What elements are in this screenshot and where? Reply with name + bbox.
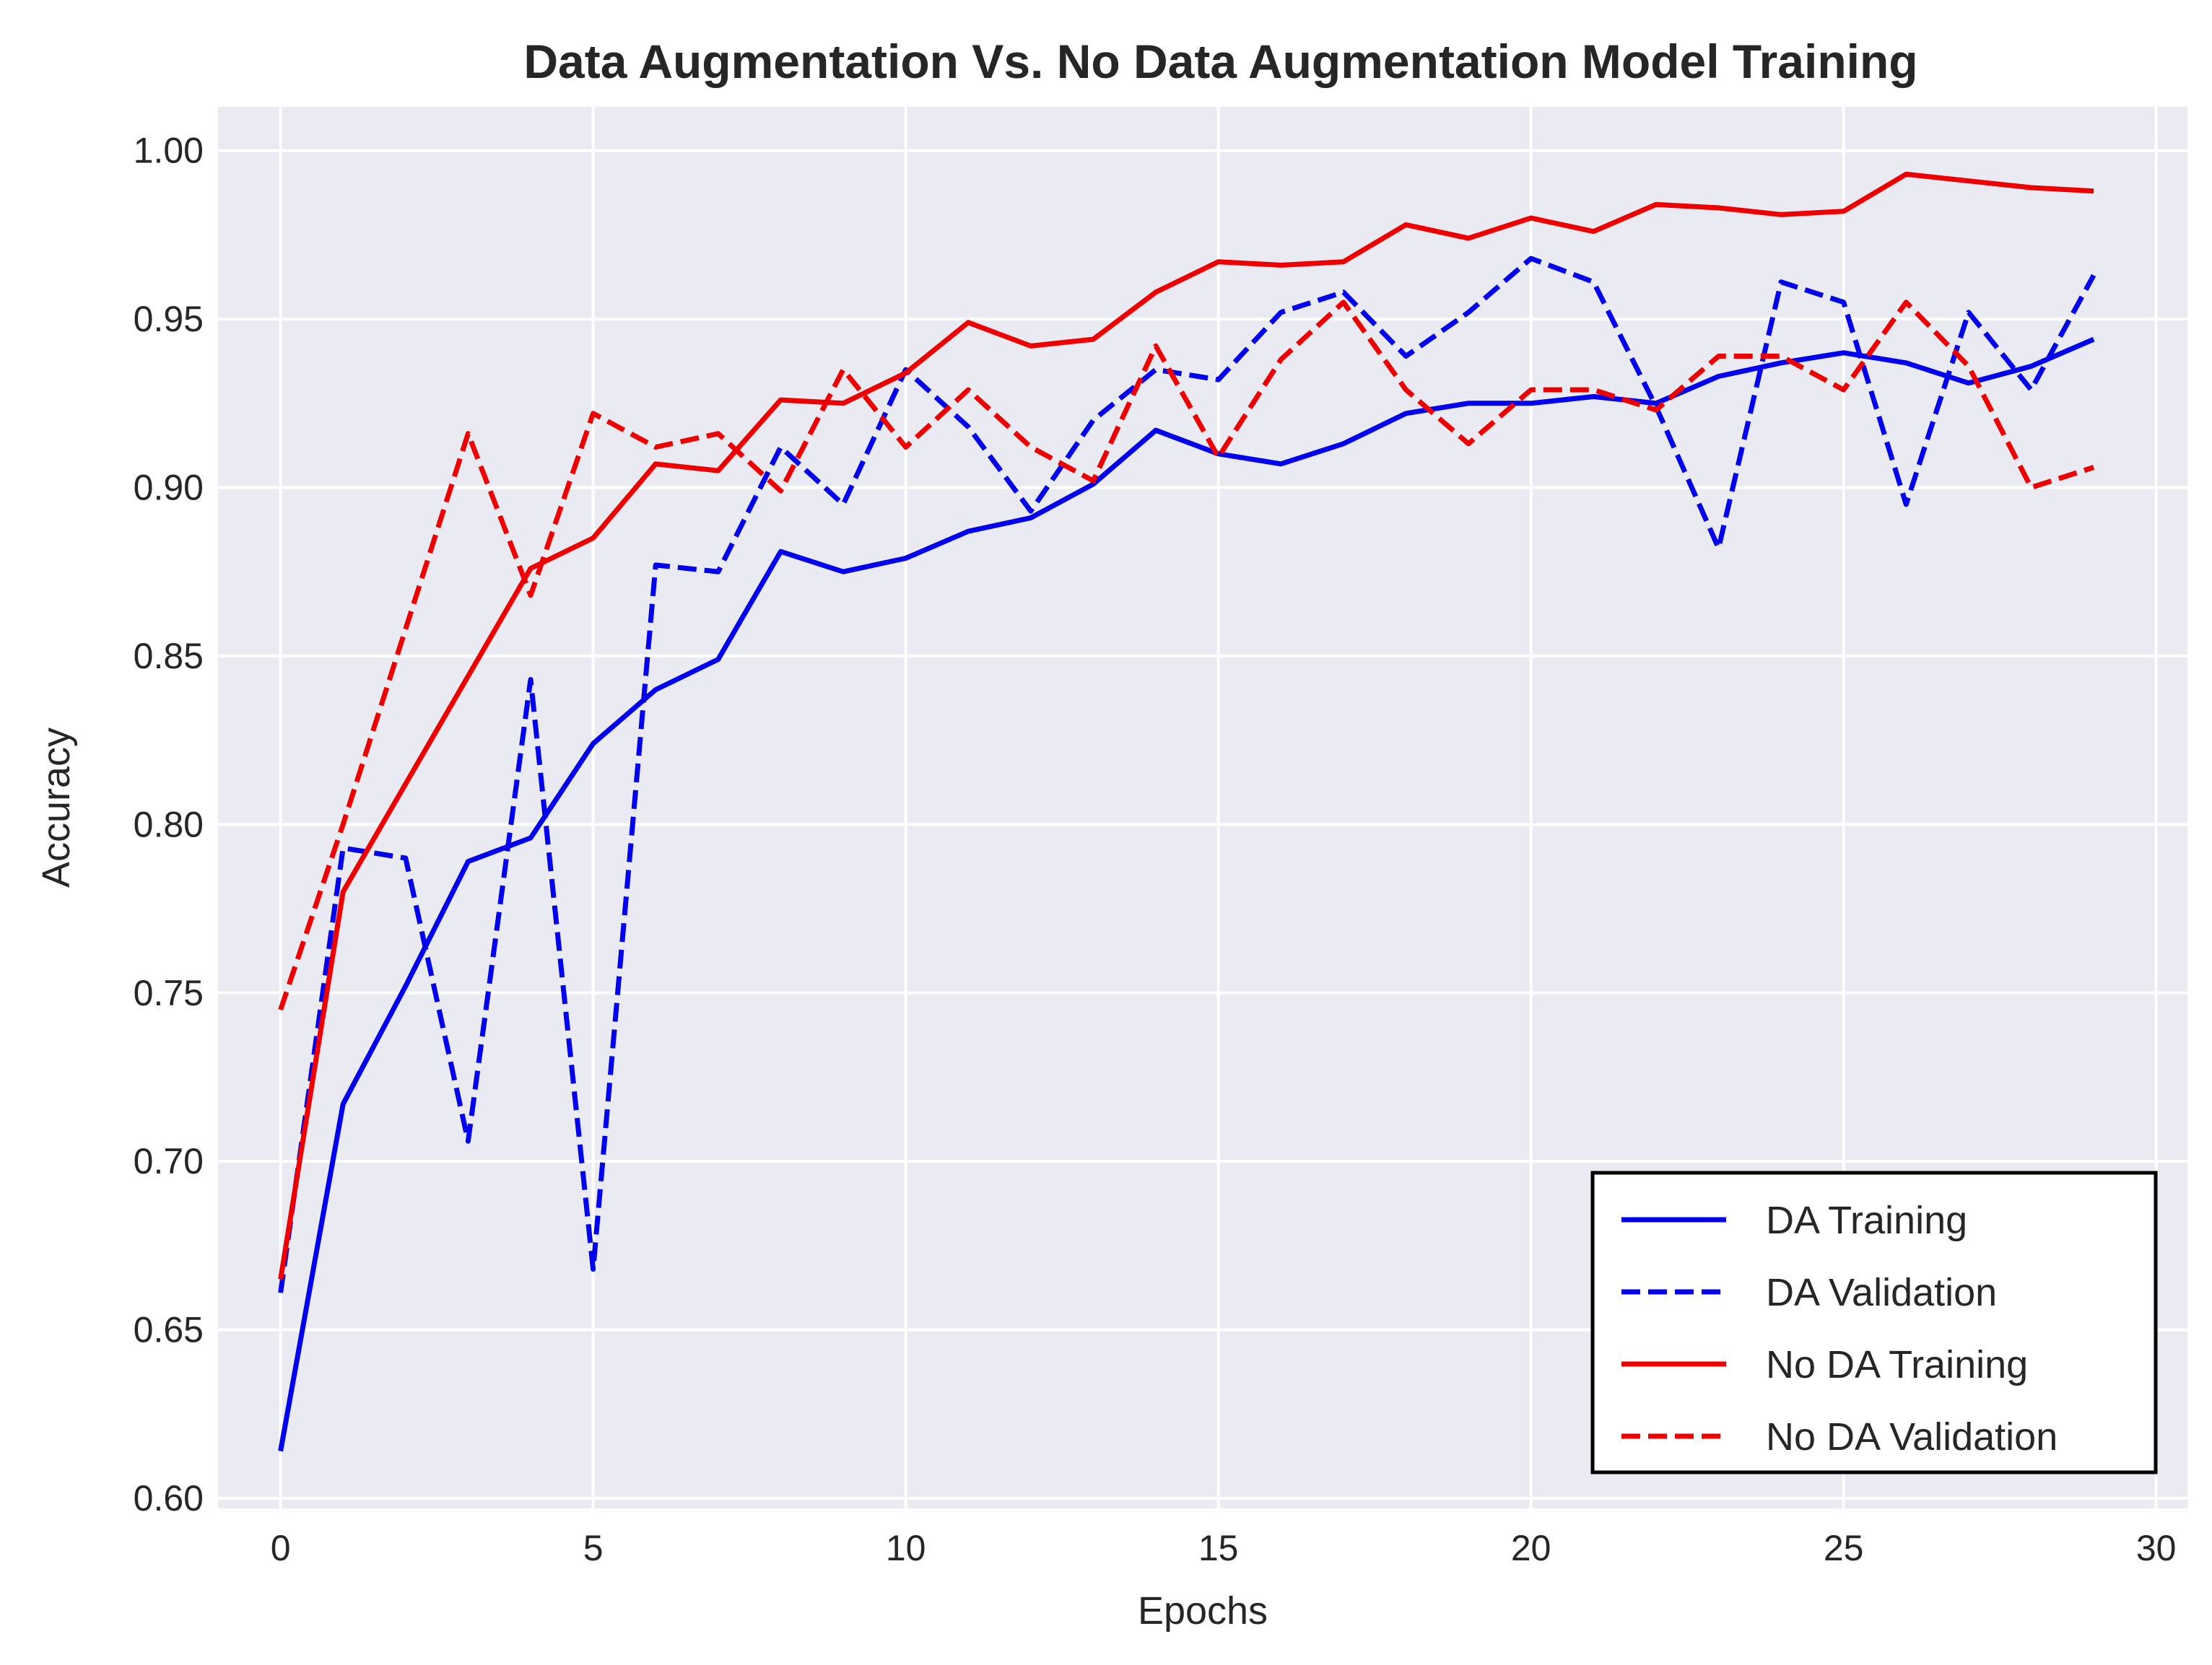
x-tick-label: 5 [583,1528,604,1568]
x-tick-label: 20 [1511,1528,1551,1568]
x-tick-label: 30 [2136,1528,2177,1568]
x-tick-label: 25 [1824,1528,1864,1568]
y-tick-label: 0.75 [134,973,204,1013]
legend-label: DA Training [1766,1199,1967,1242]
series-layer [278,171,2096,1452]
legend-label: No DA Validation [1766,1415,2058,1459]
y-tick-label: 0.95 [134,299,204,339]
y-tick-label: 0.80 [134,804,204,844]
x-tick-label: 10 [886,1528,926,1568]
grid [218,107,2187,1508]
legend-label: DA Validation [1766,1271,1997,1314]
y-tick-label: 1.00 [134,131,204,171]
y-tick-label: 0.85 [134,636,204,676]
y-tick-label: 0.65 [134,1310,204,1350]
x-tick-label: 0 [271,1528,291,1568]
chart-title: Data Augmentation Vs. No Data Augmentati… [523,35,1917,88]
y-tick-label: 0.60 [134,1478,204,1518]
y-tick-label: 0.90 [134,468,204,508]
x-axis-label: Epochs [1138,1589,1268,1633]
legend-box [1590,1171,2158,1474]
series-line-da-validation [278,255,2096,1293]
legend-label: No DA Training [1766,1343,2028,1386]
series-line-no-da-validation [278,300,2095,1011]
legend: DA Training DA Validation No DA Training No… [1590,1171,2158,1474]
tick-labels: 0 5 10 15 20 25 30 0.60 0.65 0.70 0.75 0.80 0.85 0.90… [134,131,2177,1568]
y-axis-label: Accuracy [35,727,78,888]
x-tick-label: 15 [1198,1528,1239,1568]
series-line-no-da-training [278,171,2094,1280]
y-tick-label: 0.70 [134,1141,204,1181]
